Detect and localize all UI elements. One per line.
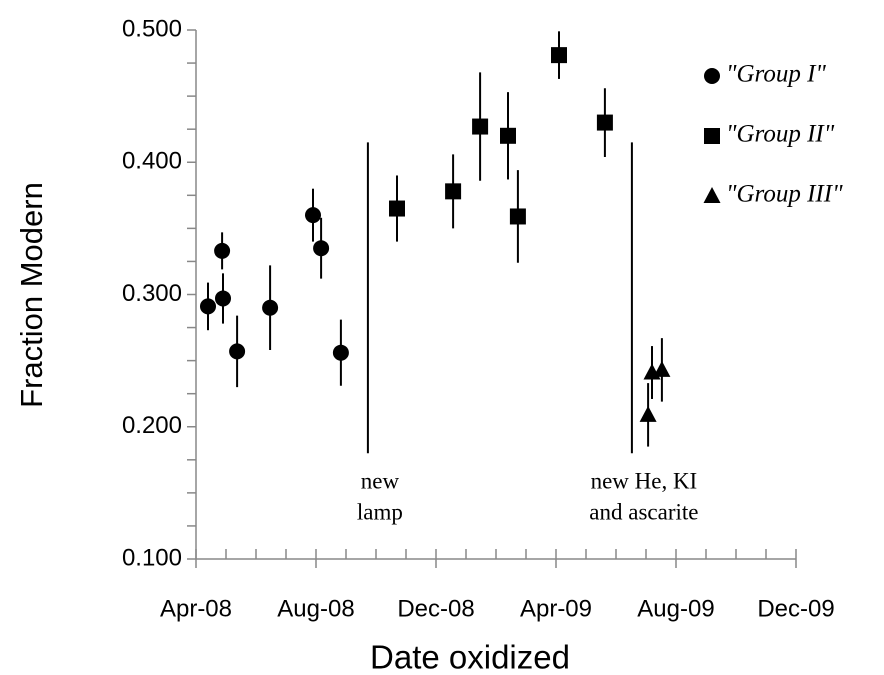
y-tick-label: 0.300: [122, 280, 182, 307]
point: [262, 299, 279, 316]
y-tick-label: 0.400: [122, 148, 182, 175]
point: [305, 207, 321, 224]
point: [200, 298, 216, 315]
legend-label: "Group I": [726, 61, 826, 88]
point: [214, 242, 231, 259]
point: [332, 344, 349, 361]
legend-marker: [704, 128, 720, 144]
point: [313, 240, 330, 257]
y-axis-title: Fraction Modern: [14, 182, 49, 408]
x-tick-label: Dec-08: [397, 595, 474, 622]
y-tick-label: 0.200: [122, 412, 182, 439]
y-tick-label: 0.500: [122, 15, 182, 42]
point: [596, 114, 613, 131]
point: [445, 183, 462, 200]
x-tick-label: Apr-09: [520, 595, 592, 622]
x-tick-label: Dec-09: [757, 595, 834, 622]
point: [500, 127, 516, 144]
legend-label: "Group II": [726, 121, 835, 148]
x-tick-label: Aug-09: [637, 595, 714, 622]
point: [472, 118, 489, 135]
annotation-text: new He, KI: [591, 468, 698, 493]
point: [551, 47, 567, 64]
annotation-text: and ascarite: [589, 499, 698, 524]
y-tick-label: 0.100: [122, 544, 182, 571]
annotation-text: lamp: [357, 499, 403, 524]
point: [229, 343, 246, 360]
legend-marker: [704, 68, 720, 84]
legend-label: "Group III": [726, 181, 843, 208]
x-tick-label: Aug-08: [277, 595, 354, 622]
legend-marker: [703, 187, 721, 203]
x-tick-label: Apr-08: [160, 595, 232, 622]
x-axis-title: Date oxidized: [370, 639, 570, 675]
point: [389, 200, 405, 217]
point: [653, 360, 671, 377]
point: [215, 290, 231, 307]
point: [509, 208, 526, 225]
point: [639, 405, 657, 422]
annotation-text: new: [361, 468, 400, 493]
